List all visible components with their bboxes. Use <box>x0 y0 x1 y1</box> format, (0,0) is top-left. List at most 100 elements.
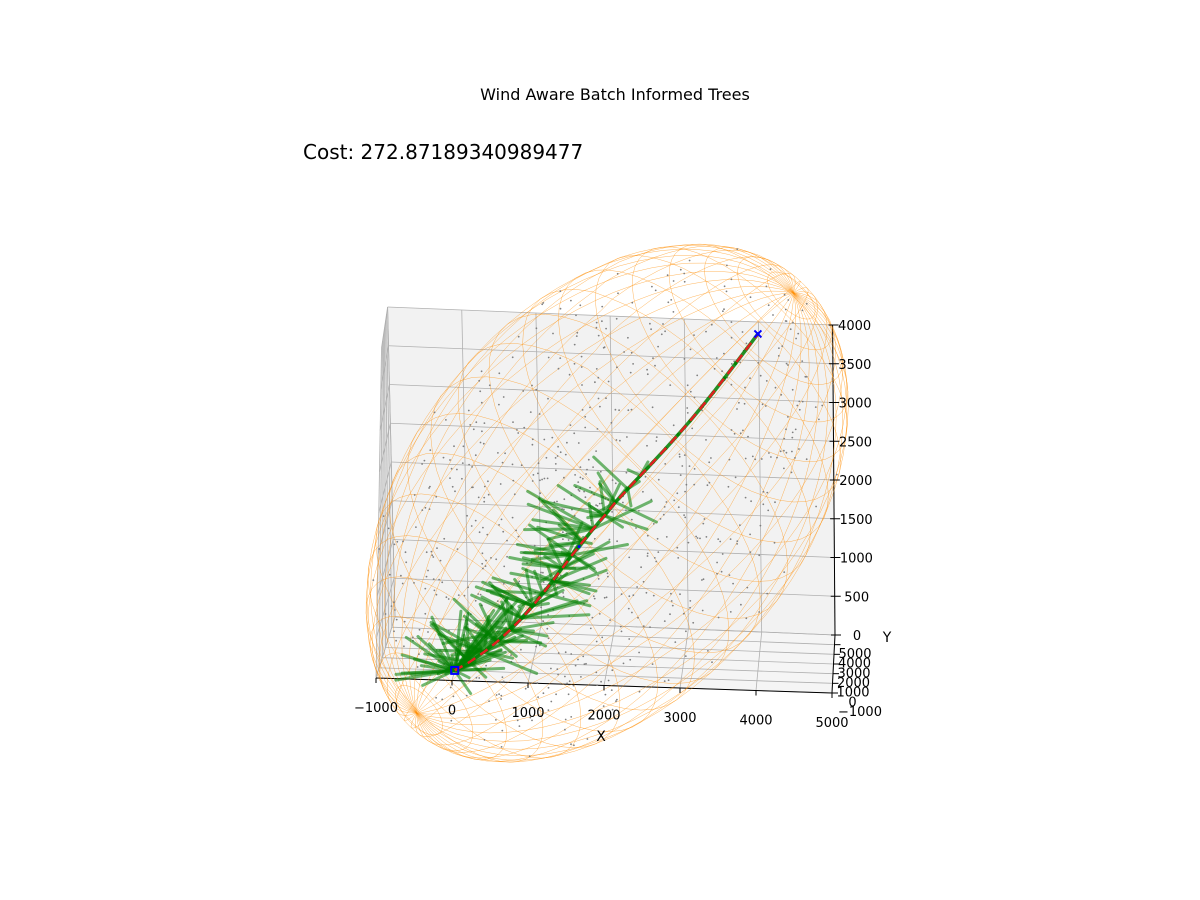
sample-point <box>441 581 444 584</box>
sample-point <box>730 278 733 281</box>
sample-point <box>662 323 664 325</box>
sample-point <box>702 578 705 581</box>
sample-point <box>447 598 450 600</box>
sample-point <box>693 334 695 336</box>
sample-point <box>783 437 786 440</box>
sample-point <box>557 367 560 370</box>
sample-point <box>595 450 597 452</box>
sample-point <box>466 514 468 517</box>
sample-point <box>650 328 652 331</box>
sample-point <box>592 595 595 598</box>
sample-point <box>567 539 570 541</box>
sample-point <box>759 374 762 377</box>
x-axis-ticks: −1000 0 1000 2000 3000 4000 5000 <box>354 678 849 731</box>
sample-point <box>689 600 692 602</box>
tree-edge <box>523 527 595 532</box>
x-tick-label: −1000 <box>354 701 398 716</box>
sample-point <box>683 514 685 516</box>
sample-point <box>462 445 465 448</box>
sample-point <box>764 405 767 407</box>
sample-point <box>726 264 728 267</box>
tree-edge <box>458 650 472 664</box>
sample-point <box>645 591 648 594</box>
sample-point <box>557 445 559 448</box>
sample-point <box>701 579 703 581</box>
sample-point <box>566 682 568 685</box>
ellipsoid-parallel <box>457 343 761 654</box>
sample-point <box>644 475 647 478</box>
sample-point <box>424 612 427 615</box>
sample-point <box>785 428 787 431</box>
sample-point <box>439 559 442 562</box>
sample-point <box>665 536 668 538</box>
sample-point <box>546 627 549 630</box>
sample-point <box>570 743 572 746</box>
sample-point <box>477 496 480 499</box>
sample-point <box>564 728 566 731</box>
sample-point <box>738 401 740 404</box>
sample-point <box>421 463 423 465</box>
sample-point <box>602 346 605 349</box>
sample-point <box>757 362 760 364</box>
sample-point <box>564 718 567 721</box>
sample-point <box>796 404 799 407</box>
sample-point <box>683 454 686 456</box>
sample-point <box>472 428 475 431</box>
sample-point <box>614 408 617 411</box>
sample-point <box>510 654 512 656</box>
sample-point <box>707 650 709 652</box>
sample-point <box>785 451 788 454</box>
x-tick-label: 5000 <box>815 716 848 731</box>
sample-point <box>708 481 711 484</box>
sample-point <box>424 506 427 509</box>
sample-point <box>686 412 689 414</box>
sample-point <box>573 744 575 747</box>
sample-point <box>559 357 562 359</box>
sample-point <box>814 406 817 408</box>
sample-point <box>749 533 751 536</box>
sample-point <box>652 523 655 525</box>
tree-edge <box>560 521 584 570</box>
sample-point <box>637 616 639 619</box>
sample-point <box>611 669 614 672</box>
sample-point <box>531 443 534 446</box>
sample-point <box>442 456 445 459</box>
y-tick-label: 3000 <box>837 666 870 681</box>
sample-point <box>396 540 399 543</box>
sample-point <box>730 363 733 365</box>
sample-point <box>586 468 588 471</box>
sample-point <box>642 580 645 583</box>
sample-point <box>435 593 438 596</box>
sample-point <box>429 449 432 451</box>
sample-point <box>708 461 711 464</box>
tree-edge <box>508 628 548 648</box>
sample-point <box>677 506 680 509</box>
sample-point <box>805 458 808 461</box>
sample-point <box>669 384 672 386</box>
sample-point <box>580 366 583 368</box>
sample-point <box>688 259 691 262</box>
sample-point <box>684 516 687 519</box>
sample-point <box>630 408 633 411</box>
sample-point <box>736 248 739 251</box>
sample-point <box>556 668 559 671</box>
sample-point <box>432 556 435 558</box>
sample-point <box>798 400 801 403</box>
sample-point <box>743 402 746 405</box>
sample-point <box>794 457 796 459</box>
sample-point <box>728 574 731 576</box>
chart-title: Wind Aware Batch Informed Trees <box>480 85 750 104</box>
sample-point <box>631 611 633 614</box>
sample-point <box>605 596 608 599</box>
sample-point <box>516 429 518 431</box>
sample-point <box>432 578 435 580</box>
sample-point <box>627 336 629 339</box>
start-goal-markers <box>450 329 763 675</box>
grid-line <box>379 384 390 431</box>
sample-point <box>577 658 579 661</box>
z-tick-label: 1000 <box>840 552 873 567</box>
sample-point <box>483 485 486 488</box>
sample-point <box>749 551 752 553</box>
sample-point <box>595 640 598 643</box>
